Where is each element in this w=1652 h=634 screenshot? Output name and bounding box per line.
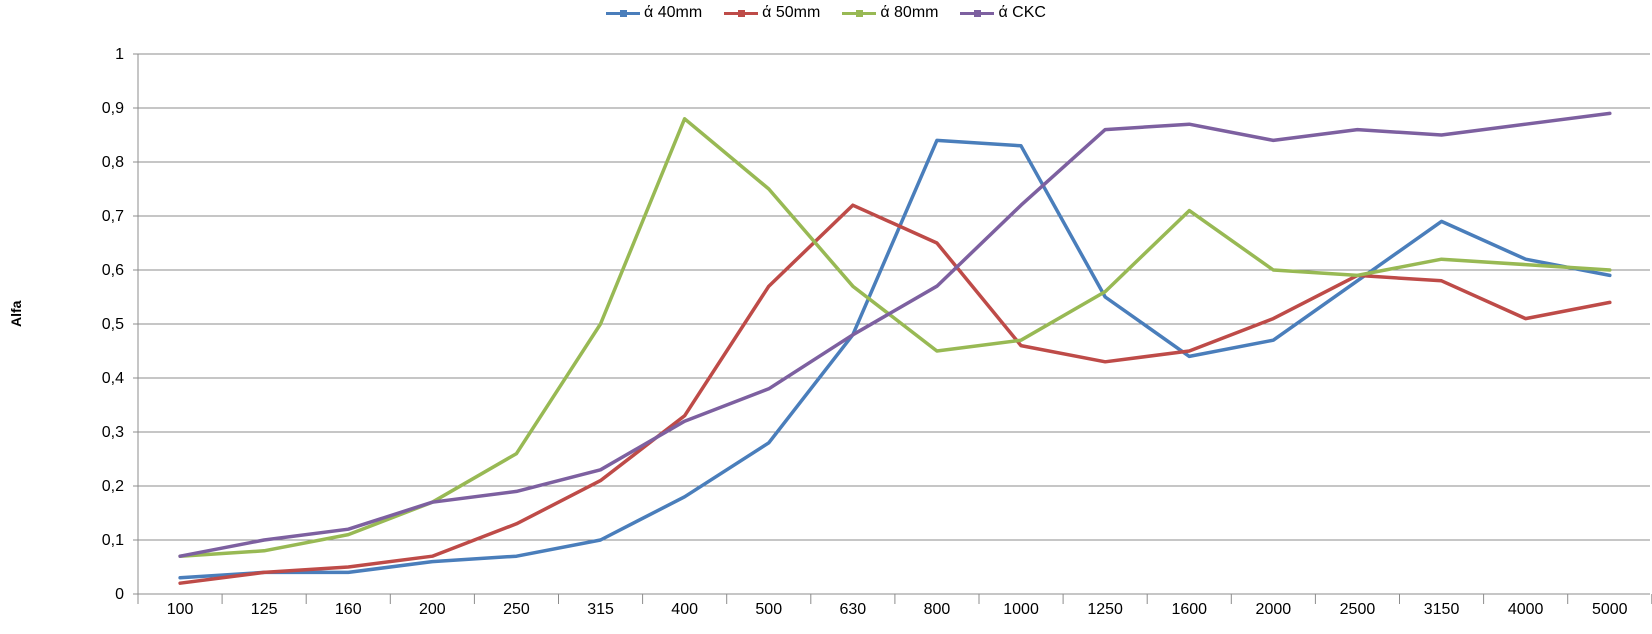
series-line-2 <box>178 117 1612 558</box>
y-tick-label: 0,1 <box>102 532 124 549</box>
legend-item-50mm: ά 50mm <box>724 4 820 22</box>
y-tick-label: 0,3 <box>102 424 124 441</box>
x-tick-label: 1000 <box>1003 601 1039 618</box>
legend-label-80mm: ά 80mm <box>880 4 939 21</box>
x-tick-label: 1600 <box>1171 601 1207 618</box>
x-tick-label: 5000 <box>1592 601 1628 618</box>
x-tick-label: 250 <box>503 601 530 618</box>
series-line-1 <box>178 203 1612 585</box>
x-tick-label: 160 <box>335 601 362 618</box>
y-tick-label: 0,6 <box>102 262 124 279</box>
x-tick-label: 125 <box>251 601 278 618</box>
chart-legend: ά 40mm ά 50mm ά 80mm ά CKC <box>0 4 1652 22</box>
series-line-3 <box>178 111 1612 558</box>
legend-item-40mm: ά 40mm <box>606 4 702 22</box>
y-tick-label: 0,4 <box>102 370 124 387</box>
legend-item-ckc: ά CKC <box>960 4 1046 22</box>
x-tick-label: 2500 <box>1340 601 1376 618</box>
y-tick-label: 0,5 <box>102 316 124 333</box>
y-tick-label: 0 <box>115 586 124 603</box>
x-tick-label: 1250 <box>1087 601 1123 618</box>
y-tick-label: 0,7 <box>102 208 124 225</box>
x-tick-label: 500 <box>755 601 782 618</box>
x-tick-label: 2000 <box>1256 601 1292 618</box>
y-tick-label: 0,9 <box>102 100 124 117</box>
x-tick-label: 3150 <box>1424 601 1460 618</box>
x-tick-label: 200 <box>419 601 446 618</box>
series-line-0 <box>178 138 1612 580</box>
x-tick-label: 315 <box>587 601 614 618</box>
x-tick-label: 800 <box>924 601 951 618</box>
legend-label-50mm: ά 50mm <box>762 4 821 21</box>
y-tick-label: 0,2 <box>102 478 124 495</box>
legend-swatch-80mm <box>842 9 877 17</box>
y-tick-label: 1 <box>115 46 124 63</box>
legend-swatch-50mm <box>724 9 759 17</box>
x-tick-label: 100 <box>167 601 194 618</box>
legend-item-80mm: ά 80mm <box>842 4 938 22</box>
x-tick-label: 630 <box>839 601 866 618</box>
legend-swatch-ckc <box>960 9 995 17</box>
y-tick-label: 0,8 <box>102 154 124 171</box>
x-tick-label: 4000 <box>1508 601 1544 618</box>
legend-label-ckc: ά CKC <box>998 4 1046 21</box>
x-tick-label: 400 <box>671 601 698 618</box>
legend-swatch-40mm <box>606 9 641 17</box>
legend-label-40mm: ά 40mm <box>644 4 703 21</box>
